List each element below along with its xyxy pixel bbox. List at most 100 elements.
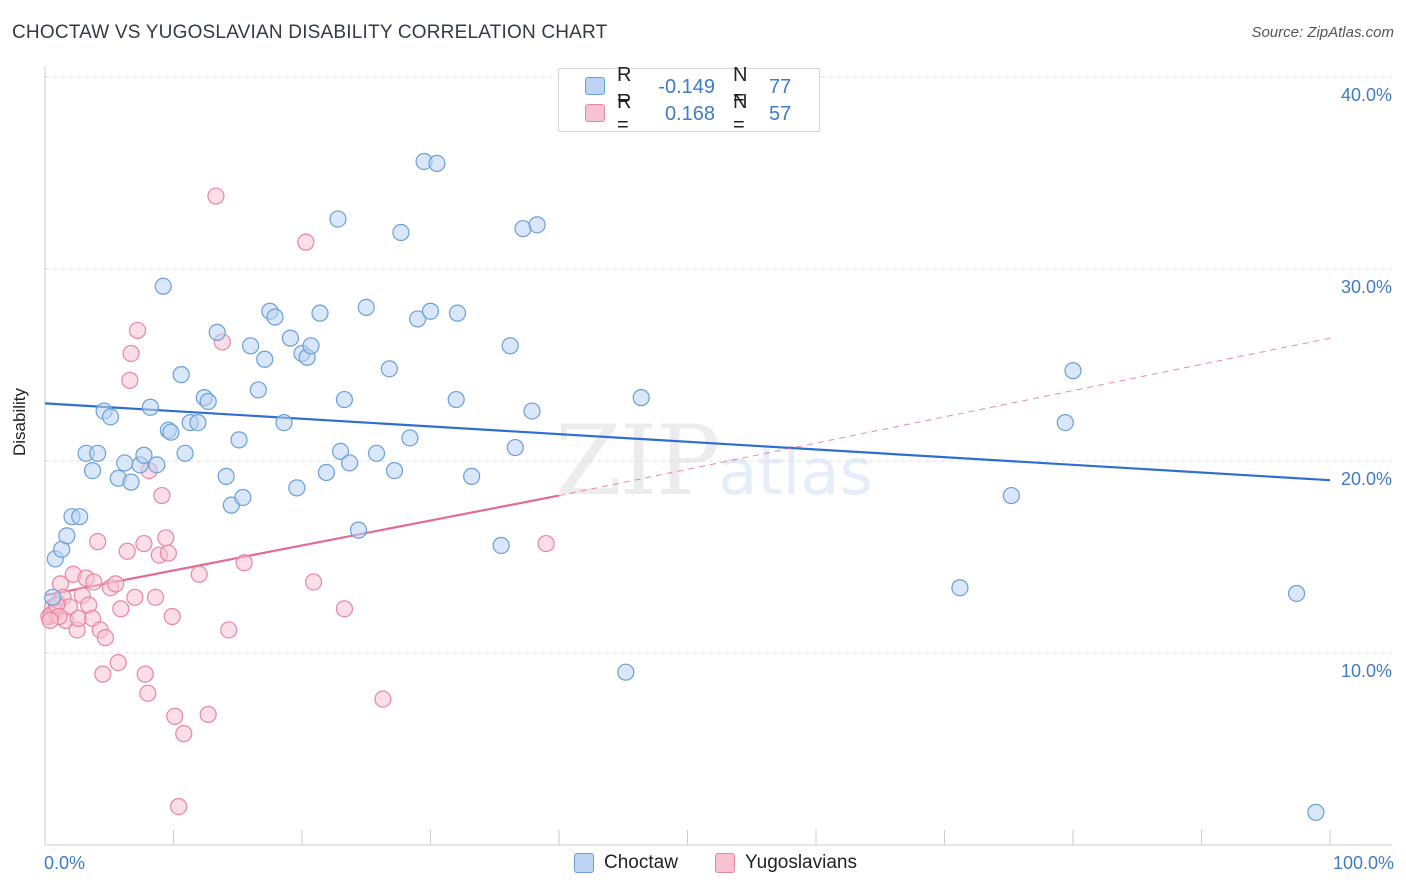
r-label: R = [617, 64, 632, 109]
yugoslavians-point [153, 486, 171, 505]
choctaw-point [256, 350, 274, 368]
choctaw-point [632, 389, 650, 407]
choctaw-point [176, 444, 194, 462]
r-value: 0.168 [664, 102, 715, 125]
choctaw-point [302, 337, 320, 355]
choctaw-point [44, 588, 62, 606]
series-legend: Choctaw Yugoslavians [0, 852, 1406, 878]
choctaw-point [58, 527, 76, 545]
yugoslavians-point [136, 665, 154, 683]
yugoslavians-point [41, 611, 59, 629]
choctaw-point [501, 337, 519, 355]
yugoslavians-point [85, 573, 103, 591]
yugoslavians-trend-extension [558, 337, 1331, 497]
yugoslavians-point [159, 544, 177, 562]
r-value: -0.149 [658, 75, 715, 98]
yugoslavians-point [374, 690, 392, 708]
yugoslavians-point [122, 344, 140, 363]
choctaw-point [506, 438, 524, 457]
yugoslavians-point [199, 705, 217, 724]
yugoslavians-point [121, 371, 139, 389]
choctaw-point [288, 479, 306, 497]
choctaw-point [1064, 362, 1082, 380]
yugoslavians-point [89, 533, 107, 551]
y-axis-label: Disability [10, 387, 29, 456]
choctaw-point [447, 390, 465, 409]
yugoslavians-point [112, 600, 130, 618]
choctaw-point [335, 390, 354, 409]
yugoslavians-point [166, 707, 184, 725]
x-tick-label-min: 0.0% [44, 853, 85, 873]
y-tick-label: 20.0% [1341, 469, 1392, 489]
source-credit: Source: ZipAtlas.com [1251, 24, 1394, 41]
choctaw-point [1056, 414, 1074, 432]
n-label: N = [733, 64, 748, 109]
axes [44, 66, 1392, 846]
tick-labels: 10.0% 20.0% 30.0% 40.0% 0.0% 100.0% [44, 85, 1394, 873]
choctaw-point [230, 431, 248, 449]
choctaw-point [148, 456, 166, 474]
choctaw-point [528, 216, 546, 234]
trend-lines [44, 337, 1331, 597]
choctaw-point [311, 304, 329, 322]
legend-item-choctaw[interactable]: Choctaw [574, 852, 678, 874]
choctaw-point [463, 467, 481, 485]
choctaw-point [71, 508, 89, 526]
choctaw-point [392, 223, 410, 242]
choctaw-point [317, 463, 336, 482]
choctaw-point [492, 536, 510, 555]
yugoslavians-point [109, 653, 127, 672]
yugoslavians-point [128, 321, 147, 340]
yugoslavians-point [297, 233, 315, 251]
choctaw-point [199, 392, 217, 411]
choctaw-point [281, 329, 300, 347]
legend-item-yugoslavians[interactable]: Yugoslavians [715, 852, 857, 874]
chart-title: CHOCTAW VS YUGOSLAVIAN DISABILITY CORREL… [12, 22, 608, 43]
legend-label-yugoslavians: Yugoslavians [745, 852, 857, 873]
y-tick-label: 30.0% [1341, 277, 1392, 297]
choctaw-point [162, 423, 180, 441]
yugoslavians-point [118, 542, 136, 560]
n-label: N = [733, 91, 748, 136]
choctaw-point [101, 408, 120, 426]
yugoslavians-point [175, 725, 193, 743]
yugoslavians-point [157, 529, 175, 547]
yugoslavians-point [170, 797, 188, 816]
choctaw-point [448, 304, 467, 322]
n-value: 77 [769, 75, 792, 98]
n-value: 57 [769, 102, 792, 125]
choctaw-trend-line [44, 402, 1331, 482]
choctaw-point [135, 446, 153, 464]
yugoslavians-point [96, 629, 114, 647]
choctaw-point [428, 154, 446, 172]
choctaw-point [385, 462, 404, 480]
yugoslavians-point [220, 621, 238, 639]
choctaw-point [122, 473, 140, 491]
data-points [40, 152, 1325, 821]
yugoslavians-point [304, 573, 323, 591]
choctaw-point [83, 462, 102, 480]
choctaw-point [1287, 584, 1306, 603]
choctaw-point [242, 337, 260, 355]
choctaw-point [331, 442, 350, 460]
choctaw-swatch [574, 853, 594, 873]
choctaw-point [116, 454, 134, 472]
yugoslavians-point [126, 588, 144, 606]
choctaw-point [141, 398, 159, 416]
choctaw-point [367, 444, 386, 462]
choctaw-point [340, 454, 359, 472]
choctaw-point [1307, 803, 1325, 821]
choctaw-point [249, 381, 267, 399]
yugoslavians-swatch [585, 104, 605, 122]
choctaw-point [275, 414, 293, 432]
choctaw-point [234, 488, 252, 507]
yugoslavians-point [335, 600, 354, 618]
choctaw-point [951, 579, 969, 597]
choctaw-point [217, 467, 235, 485]
yugoslavians-point [190, 565, 208, 583]
yugoslavians-point [146, 588, 165, 606]
yugoslavians-point [235, 554, 253, 572]
yugoslavians-point [139, 684, 157, 702]
choctaw-point [349, 521, 368, 539]
